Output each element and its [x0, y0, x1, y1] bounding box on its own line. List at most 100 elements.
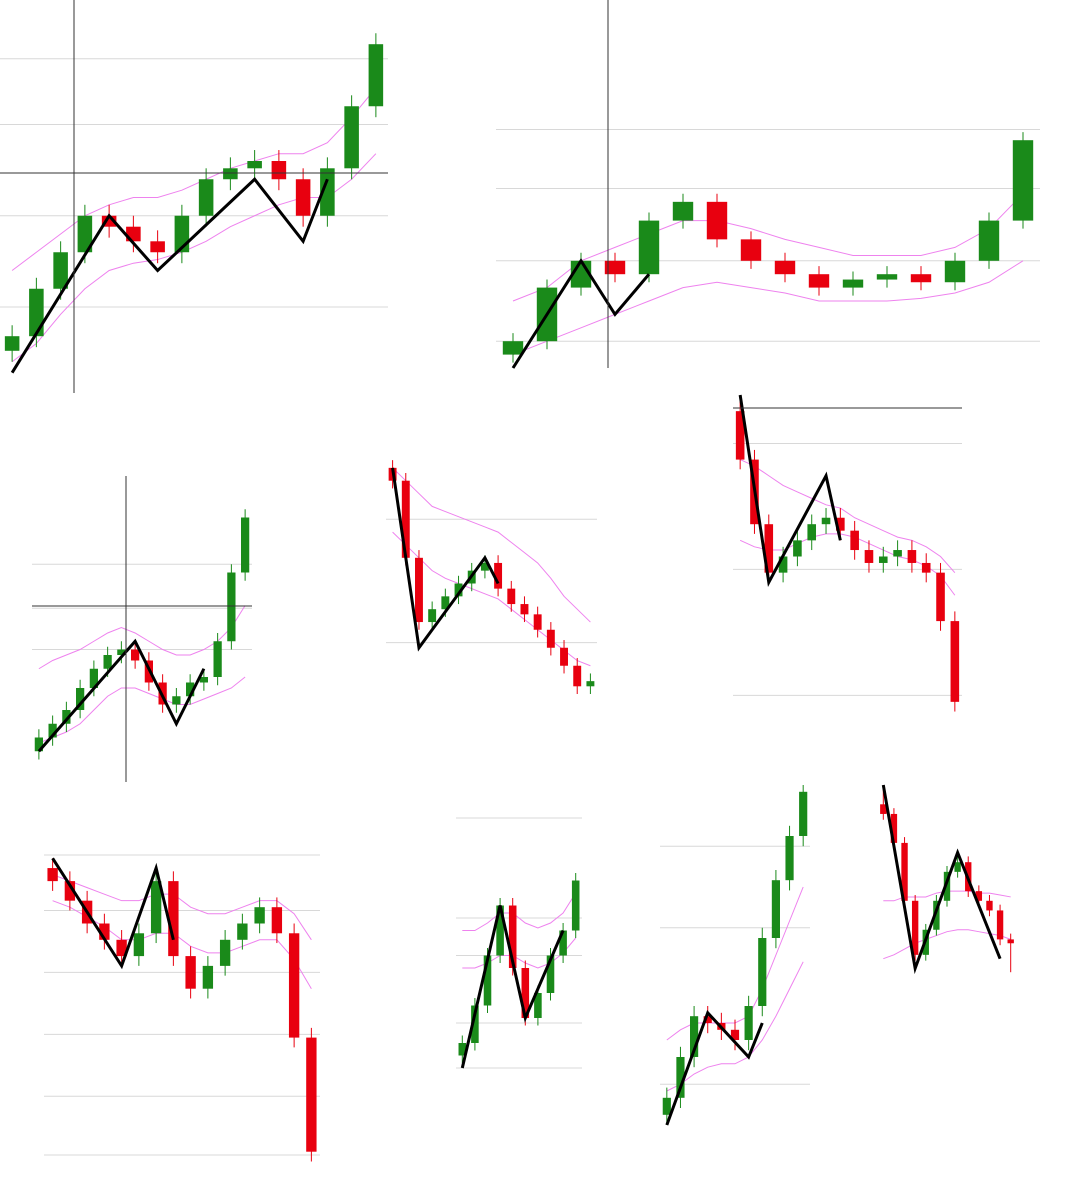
- candle-body: [34, 737, 43, 752]
- candle-body: [808, 274, 830, 288]
- candle-body: [546, 629, 555, 648]
- candle-body: [471, 1005, 479, 1043]
- candle-body: [223, 168, 238, 180]
- candle-body: [344, 106, 359, 169]
- candle-body: [254, 907, 265, 924]
- candle-body: [559, 930, 567, 956]
- candle-body: [672, 201, 694, 221]
- candle-body: [778, 556, 788, 573]
- candle-body: [986, 900, 993, 911]
- candle-body: [910, 274, 932, 283]
- candle-body: [101, 215, 117, 227]
- band-line: [11, 87, 377, 271]
- candle-body: [876, 274, 898, 280]
- candle-body: [821, 517, 831, 525]
- candle-body: [890, 813, 898, 843]
- candle-body: [676, 1057, 685, 1098]
- zigzag-line: [738, 394, 842, 588]
- candle-body: [401, 480, 410, 558]
- candle-body: [213, 641, 222, 677]
- band-line: [462, 892, 577, 931]
- candle-body: [198, 179, 214, 216]
- candle-body: [62, 710, 71, 724]
- candle-body: [744, 1006, 753, 1040]
- candle-body: [690, 1016, 699, 1057]
- candle-body: [703, 1016, 712, 1023]
- candle-body: [502, 341, 524, 355]
- zigzag-line: [460, 905, 565, 1069]
- band-line: [38, 605, 246, 670]
- candle-body: [764, 524, 774, 573]
- candle-body: [508, 905, 517, 968]
- candle-body: [774, 260, 796, 275]
- candle-body: [586, 681, 595, 687]
- candle-body: [638, 220, 660, 275]
- band-line: [739, 533, 956, 596]
- candle-body: [172, 696, 181, 705]
- band-line: [11, 153, 377, 363]
- candle-body: [116, 939, 127, 957]
- candle-body: [494, 562, 503, 589]
- candle-body: [237, 923, 248, 940]
- candle-body: [271, 161, 287, 180]
- band-line: [392, 531, 591, 667]
- candle-body: [150, 881, 162, 934]
- candle-body: [758, 938, 767, 1006]
- candle-body: [271, 907, 283, 934]
- candle-body: [933, 900, 940, 930]
- candle-body: [975, 891, 983, 901]
- candle-body: [571, 880, 580, 931]
- candle-body: [306, 1037, 317, 1152]
- zigzag-line: [881, 784, 1002, 975]
- candle-body: [48, 723, 57, 738]
- candle-body: [458, 1043, 467, 1056]
- candle-body: [507, 588, 516, 605]
- candle-body: [907, 550, 917, 563]
- candle-body: [168, 881, 179, 957]
- candle-body: [185, 956, 196, 989]
- candle-body: [534, 993, 542, 1018]
- candle-body: [520, 604, 529, 615]
- candle-body: [99, 923, 110, 940]
- candle-body: [921, 562, 931, 573]
- candle-body: [735, 411, 745, 460]
- candle-body: [546, 955, 555, 993]
- candle-body: [901, 842, 908, 901]
- candle-body: [496, 905, 504, 956]
- candle-body: [954, 862, 961, 872]
- candle-body: [186, 682, 195, 697]
- candle-body: [247, 161, 262, 169]
- candle-body: [1012, 140, 1034, 221]
- candle-body: [480, 562, 489, 571]
- candle-body: [415, 557, 423, 623]
- band-line: [666, 961, 804, 1092]
- candle-body: [202, 965, 214, 989]
- candle-body: [793, 540, 802, 557]
- candle-body: [944, 260, 966, 283]
- zigzag-line: [665, 1009, 764, 1126]
- zigzag-line: [51, 857, 175, 970]
- band-line: [392, 467, 591, 623]
- candle-body: [441, 596, 450, 610]
- candle-body: [785, 836, 794, 881]
- zigzag-line: [10, 177, 329, 374]
- candle-body: [89, 668, 98, 688]
- band-line: [512, 193, 1024, 302]
- candle-body: [76, 688, 85, 710]
- candle-body: [604, 260, 626, 275]
- candle-body: [227, 572, 236, 642]
- candle-body: [150, 241, 165, 253]
- candle-body: [320, 168, 335, 216]
- candle-body: [893, 550, 902, 557]
- candle-body: [295, 179, 311, 216]
- candle-body: [807, 524, 817, 541]
- candle-body: [706, 201, 728, 240]
- candle-body: [64, 881, 76, 901]
- candle-body: [77, 215, 93, 253]
- band-line: [666, 886, 804, 1041]
- candle-body: [533, 614, 542, 630]
- zigzag-line: [511, 257, 651, 369]
- candle-body: [730, 1029, 740, 1040]
- candle-body: [199, 677, 208, 683]
